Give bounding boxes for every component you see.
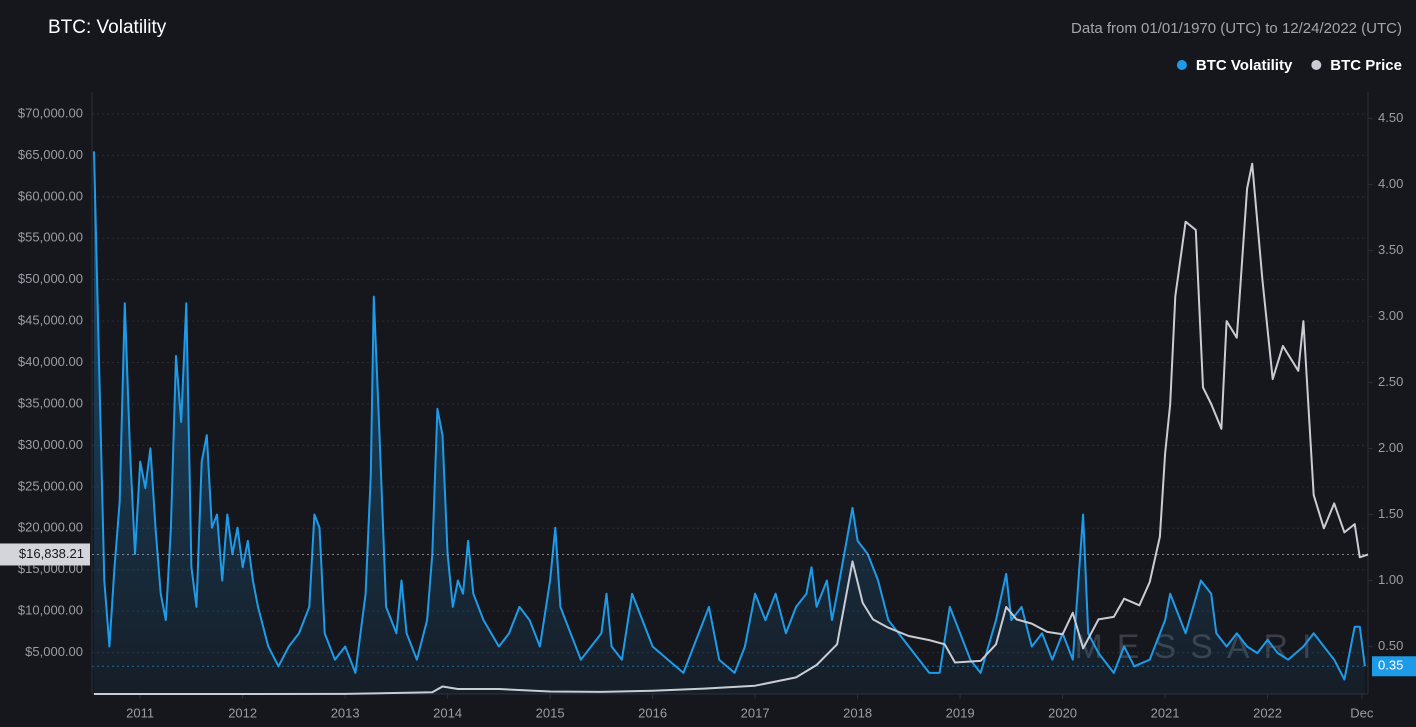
x-tick-label: Dec [1350, 705, 1374, 720]
y2-tick-label: 4.50 [1378, 110, 1403, 125]
y2-tick-label: 2.50 [1378, 374, 1403, 389]
y-tick-label: $65,000.00 [18, 147, 83, 162]
y2-tick-label: 1.00 [1378, 572, 1403, 587]
y2-tick-label: 3.00 [1378, 308, 1403, 323]
current-value-box [1372, 656, 1416, 677]
y-tick-label: $50,000.00 [18, 271, 83, 286]
x-tick-label: 2015 [536, 705, 565, 720]
y-tick-label: $25,000.00 [18, 478, 83, 493]
x-tick-label: 2014 [433, 705, 462, 720]
y-tick-label: $55,000.00 [18, 230, 83, 245]
y-tick-label: $20,000.00 [18, 520, 83, 535]
y2-tick-label: 4.00 [1378, 176, 1403, 191]
legend-swatch [1311, 60, 1322, 70]
series-line [94, 162, 1369, 695]
legend-label: BTC Volatility [1196, 57, 1293, 74]
current-value-label: $16,838.21 [19, 546, 84, 561]
y-tick-label: $5,000.00 [25, 644, 83, 659]
series-area [94, 151, 1365, 694]
x-tick-label: 2013 [331, 705, 360, 720]
x-tick-label: 2016 [638, 705, 667, 720]
y2-tick-label: 2.00 [1378, 440, 1403, 455]
current-value-box [0, 543, 90, 566]
x-tick-label: 2020 [1048, 705, 1077, 720]
current-value-label: 0.35 [1378, 658, 1403, 673]
x-tick-label: 2018 [843, 705, 872, 720]
legend-label: BTC Price [1330, 57, 1402, 74]
y-tick-label: $40,000.00 [18, 354, 83, 369]
y2-tick-label: 3.50 [1378, 242, 1403, 257]
x-tick-label: 2017 [741, 705, 770, 720]
y2-tick-label: 1.50 [1378, 506, 1403, 521]
y-tick-label: $45,000.00 [18, 313, 83, 328]
legend-swatch [1176, 60, 1187, 70]
y-tick-label: $35,000.00 [18, 395, 83, 410]
y-tick-label: $60,000.00 [18, 188, 83, 203]
series-line [93, 151, 1366, 681]
chart-subtitle: Data from 01/01/1970 (UTC) to 12/24/2022… [1071, 20, 1402, 37]
y-tick-label: $30,000.00 [18, 437, 83, 452]
y-tick-label: $10,000.00 [18, 603, 83, 618]
x-tick-label: 2022 [1253, 705, 1282, 720]
y-tick-label: $70,000.00 [18, 105, 83, 120]
x-tick-label: 2021 [1151, 705, 1180, 720]
x-tick-label: 2012 [228, 705, 257, 720]
x-tick-label: 2011 [126, 705, 154, 720]
x-tick-label: 2019 [946, 705, 975, 720]
chart-title: BTC: Volatility [48, 17, 167, 38]
y2-tick-label: 0.50 [1378, 638, 1403, 653]
